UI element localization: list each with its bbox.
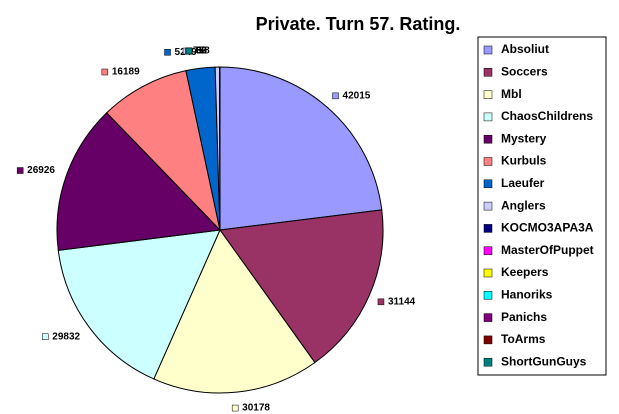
legend-label: ShortGunGuys [501,354,587,368]
legend-label: Mbl [501,87,522,101]
legend-swatch [483,112,493,122]
pie-slice [56,112,222,251]
legend-swatch [483,224,493,233]
value-label: 0 [196,46,202,57]
value-label: 31144 [388,296,416,307]
pie-slice [219,209,384,364]
legend-swatch [483,134,493,144]
legend-swatch [483,268,493,278]
legend-swatch [483,335,493,345]
legend-swatch [483,246,493,255]
value-label: 16189 [112,67,140,78]
label-key [231,404,239,412]
legend-swatch [483,45,493,55]
value-label: 0 [196,46,202,57]
legend-label: Absoliut [501,42,549,56]
legend-swatch [483,179,493,189]
legend-swatch [483,291,493,300]
value-label: 29832 [52,331,80,342]
chart-title: Private. Turn 57. Rating. [256,14,461,34]
legend-swatch [483,157,493,166]
label-key [185,47,193,55]
value-label: 0 [196,46,202,57]
value-label: 26926 [27,165,55,176]
value-label: 778 [193,46,210,57]
legend-label: Keepers [501,265,549,279]
legend-box [477,36,607,376]
legend-swatch [483,68,493,77]
pie-slice [219,66,383,231]
legend-label: Panichs [501,310,547,324]
legend-label: Laeufer [501,176,545,190]
value-label: 42015 [343,90,371,101]
label-key [16,167,24,174]
value-label: 36 [196,46,208,57]
label-key [101,68,109,76]
value-label: 52 [196,46,208,57]
legend-label: Mystery [501,131,547,145]
legend-label: Kurbuls [501,154,547,168]
legend-swatch [483,357,493,367]
value-label: 0 [196,46,202,57]
legend-label: KOCMO3APA3A [501,221,594,235]
pie-slice [57,229,221,380]
value-label: 30178 [242,403,270,414]
legend-label: Hanoriks [501,287,553,301]
legend-label: ChaosChildrens [501,109,593,123]
label-key [332,92,339,100]
value-label: 0 [196,46,202,57]
legend-swatch [483,90,493,99]
legend-label: ToArms [501,332,546,346]
pie-slice [153,228,316,394]
pie-slice [106,70,221,232]
legend-swatch [483,201,493,211]
legend-label: Soccers [501,64,548,78]
label-key [42,333,49,340]
legend-swatch [483,313,493,322]
legend-label: MasterOfPuppet [501,243,594,257]
label-key [164,49,171,56]
legend-label: Anglers [501,198,546,212]
label-key [377,298,385,306]
